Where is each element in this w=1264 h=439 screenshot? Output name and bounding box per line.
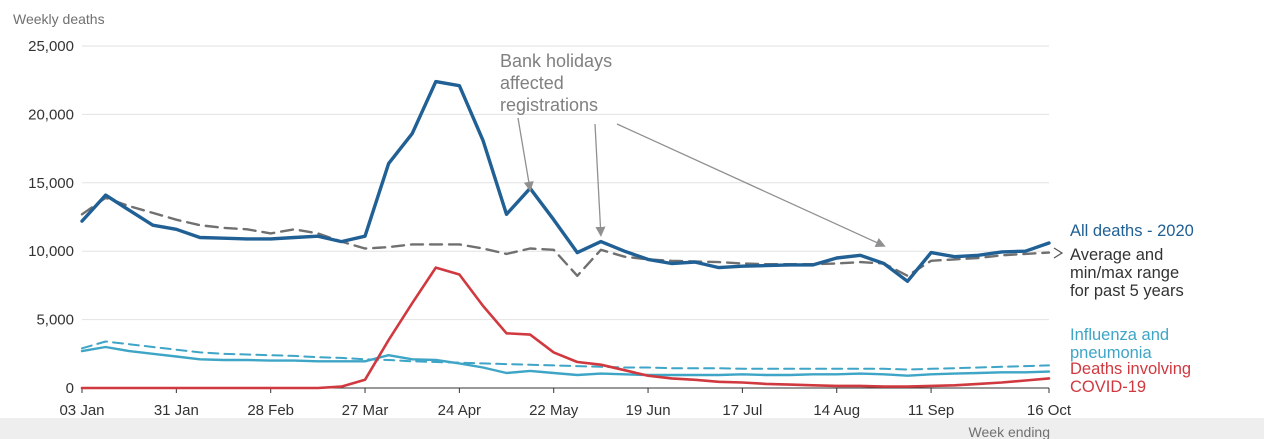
x-tick-label: 03 Jan xyxy=(59,402,104,419)
series-line-all-deaths-2020 xyxy=(80,79,1051,283)
series-label: pneumonia xyxy=(1070,344,1152,362)
x-axis-title: Week ending xyxy=(969,424,1050,439)
annotation-text: registrations xyxy=(500,95,598,115)
x-tick-label: 16 Oct xyxy=(1027,402,1072,419)
x-tick-label: 19 Jun xyxy=(626,402,671,419)
bottom-band xyxy=(0,418,1264,439)
series-label: for past 5 years xyxy=(1070,282,1184,300)
series-line-deaths-involving-covid-19 xyxy=(80,266,1051,390)
y-tick-label: 5,000 xyxy=(36,312,74,329)
y-tick-label: 0 xyxy=(66,380,74,397)
x-tick-label: 31 Jan xyxy=(154,402,199,419)
y-tick-label: 15,000 xyxy=(28,175,74,192)
y-tick-label: 10,000 xyxy=(28,243,74,260)
grid-layer xyxy=(82,45,1049,321)
series-label: Influenza and xyxy=(1070,326,1169,344)
series-line-influenza-and-pneumonia xyxy=(80,345,1051,377)
annotation-text: affected xyxy=(500,73,564,93)
x-tick-label: 11 Sep xyxy=(908,402,954,419)
x-tick-label: 22 May xyxy=(529,402,579,419)
series-label: COVID-19 xyxy=(1070,378,1146,396)
x-tick-label: 14 Aug xyxy=(813,402,860,419)
annotation-arrow xyxy=(594,123,606,237)
series-label: Average and xyxy=(1070,246,1163,264)
annotation-text: Bank holidays xyxy=(500,51,612,71)
x-tick-label: 24 Apr xyxy=(438,402,481,419)
series-label: Deaths involving xyxy=(1070,360,1191,378)
y-tick-label: 25,000 xyxy=(28,38,74,55)
y-tick-label: 20,000 xyxy=(28,106,74,123)
series-line-influenza-and-pneumonia-5-year-average xyxy=(81,340,1050,371)
range-connector xyxy=(1053,247,1064,259)
y-axis-title: Weekly deaths xyxy=(13,11,105,27)
x-tick-label: 17 Jul xyxy=(722,402,762,419)
annotation-arrow xyxy=(616,123,886,248)
annotation-arrow xyxy=(517,117,534,192)
series-layer xyxy=(80,79,1051,390)
series-label: All deaths - 2020 xyxy=(1070,222,1194,240)
x-tick-label: 27 Mar xyxy=(342,402,389,419)
series-label: min/max range xyxy=(1070,264,1179,282)
x-tick-label: 28 Feb xyxy=(247,402,294,419)
axis-layer: 0 5,000 10,000 15,000 20,000 25,000 03 Jan 31 J… xyxy=(13,11,1072,439)
